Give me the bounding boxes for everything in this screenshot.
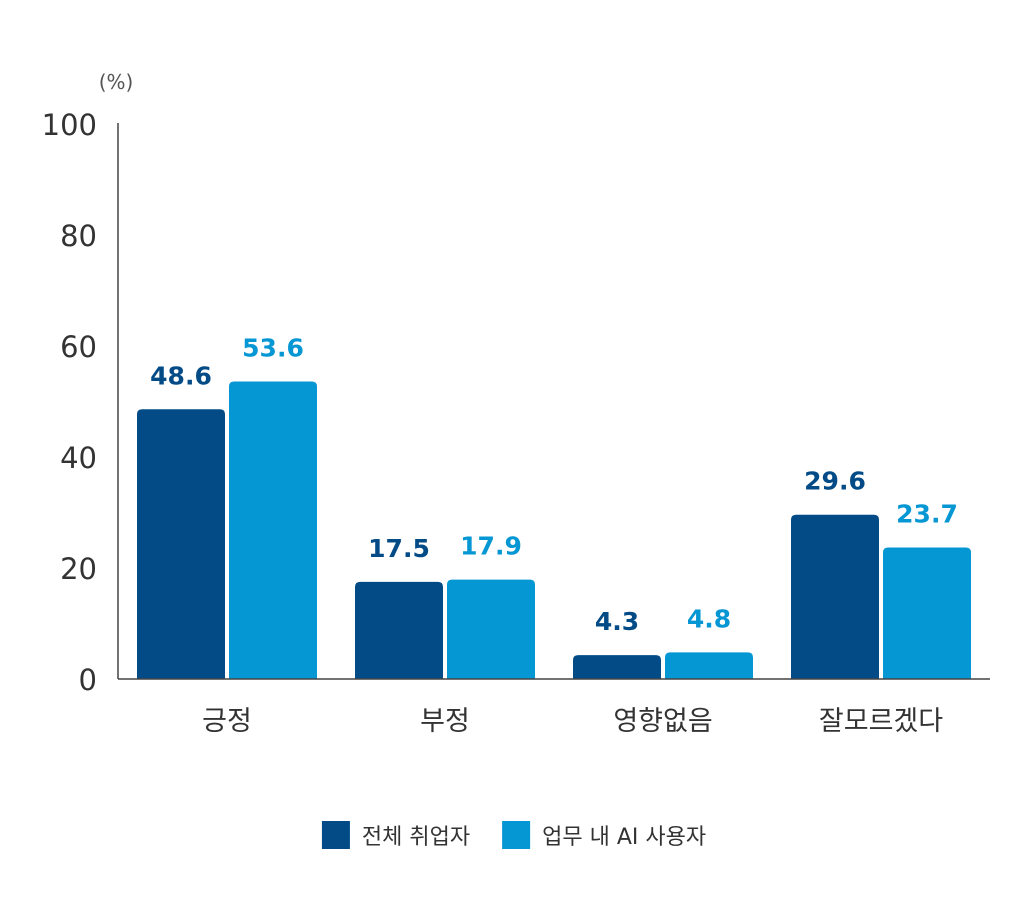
value-label: 17.5	[368, 534, 430, 563]
y-tick-label: 20	[60, 552, 97, 586]
bar-ai-users-0	[229, 381, 317, 679]
value-label: 23.7	[896, 499, 958, 528]
bar-ai-users-2	[665, 652, 753, 679]
bars	[137, 381, 971, 679]
value-labels: 48.6 53.6 17.5 17.9 4.3 4.8 29.6 23.7	[150, 334, 958, 637]
category-label: 잘모르겠다	[819, 706, 943, 737]
y-axis-ticks: 0 20 40 60 80 100	[42, 108, 97, 697]
bar-all-workers-1	[355, 581, 443, 679]
value-label: 17.9	[460, 532, 522, 561]
value-label: 4.3	[595, 607, 639, 636]
category-label: 영향없음	[613, 706, 712, 737]
legend-label: 업무 내 AI 사용자	[542, 825, 706, 850]
legend-swatch-ai-users	[502, 821, 531, 849]
y-tick-label: 100	[42, 108, 97, 142]
y-tick-label: 60	[60, 330, 97, 364]
value-label: 29.6	[804, 467, 866, 496]
bar-all-workers-2	[573, 655, 661, 679]
bar-all-workers-3	[791, 514, 879, 679]
value-label: 53.6	[242, 334, 304, 363]
legend-label: 전체 취업자	[362, 825, 470, 850]
category-label: 긍정	[202, 706, 252, 737]
y-tick-label: 40	[60, 441, 97, 475]
bar-ai-users-1	[447, 579, 535, 679]
bar-ai-users-3	[883, 547, 971, 679]
value-label: 48.6	[150, 361, 212, 390]
bar-all-workers-0	[137, 409, 225, 679]
y-tick-label: 0	[79, 663, 97, 697]
category-label: 부정	[420, 706, 470, 737]
legend-swatch-all-workers	[321, 821, 350, 849]
y-tick-label: 80	[60, 219, 97, 253]
value-label: 4.8	[687, 604, 731, 633]
legend: 전체 취업자 업무 내 AI 사용자	[321, 821, 706, 850]
y-axis-unit-label: (%)	[99, 70, 134, 94]
category-labels: 긍정 부정 영향없음 잘모르겠다	[202, 706, 943, 737]
